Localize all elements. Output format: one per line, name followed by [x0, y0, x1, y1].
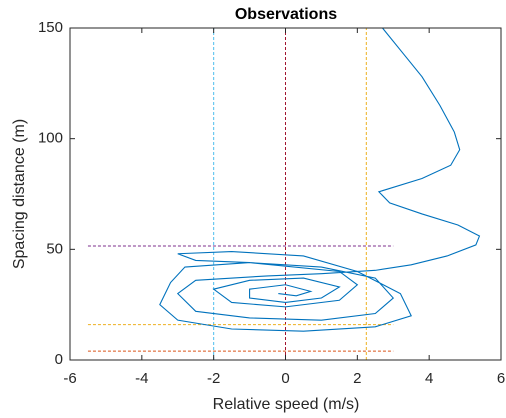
chart-title: Observations	[235, 6, 337, 23]
trajectory-line	[159, 27, 481, 332]
y-axis-label: Spacing distance (m)	[11, 119, 28, 269]
y-tick-label: 50	[46, 240, 63, 257]
x-tick-label: 4	[425, 370, 433, 387]
x-tick-label: 6	[497, 370, 505, 387]
x-tick-label: 2	[353, 370, 361, 387]
x-axis-label: Relative speed (m/s)	[213, 396, 360, 413]
y-tick-label: 0	[55, 351, 63, 368]
y-tick-label: 150	[38, 19, 63, 36]
x-tick-label: 0	[281, 370, 289, 387]
x-tick-label: -2	[207, 370, 220, 387]
x-tick-label: -4	[135, 370, 148, 387]
x-tick-label: -6	[63, 370, 76, 387]
y-tick-label: 100	[38, 130, 63, 147]
